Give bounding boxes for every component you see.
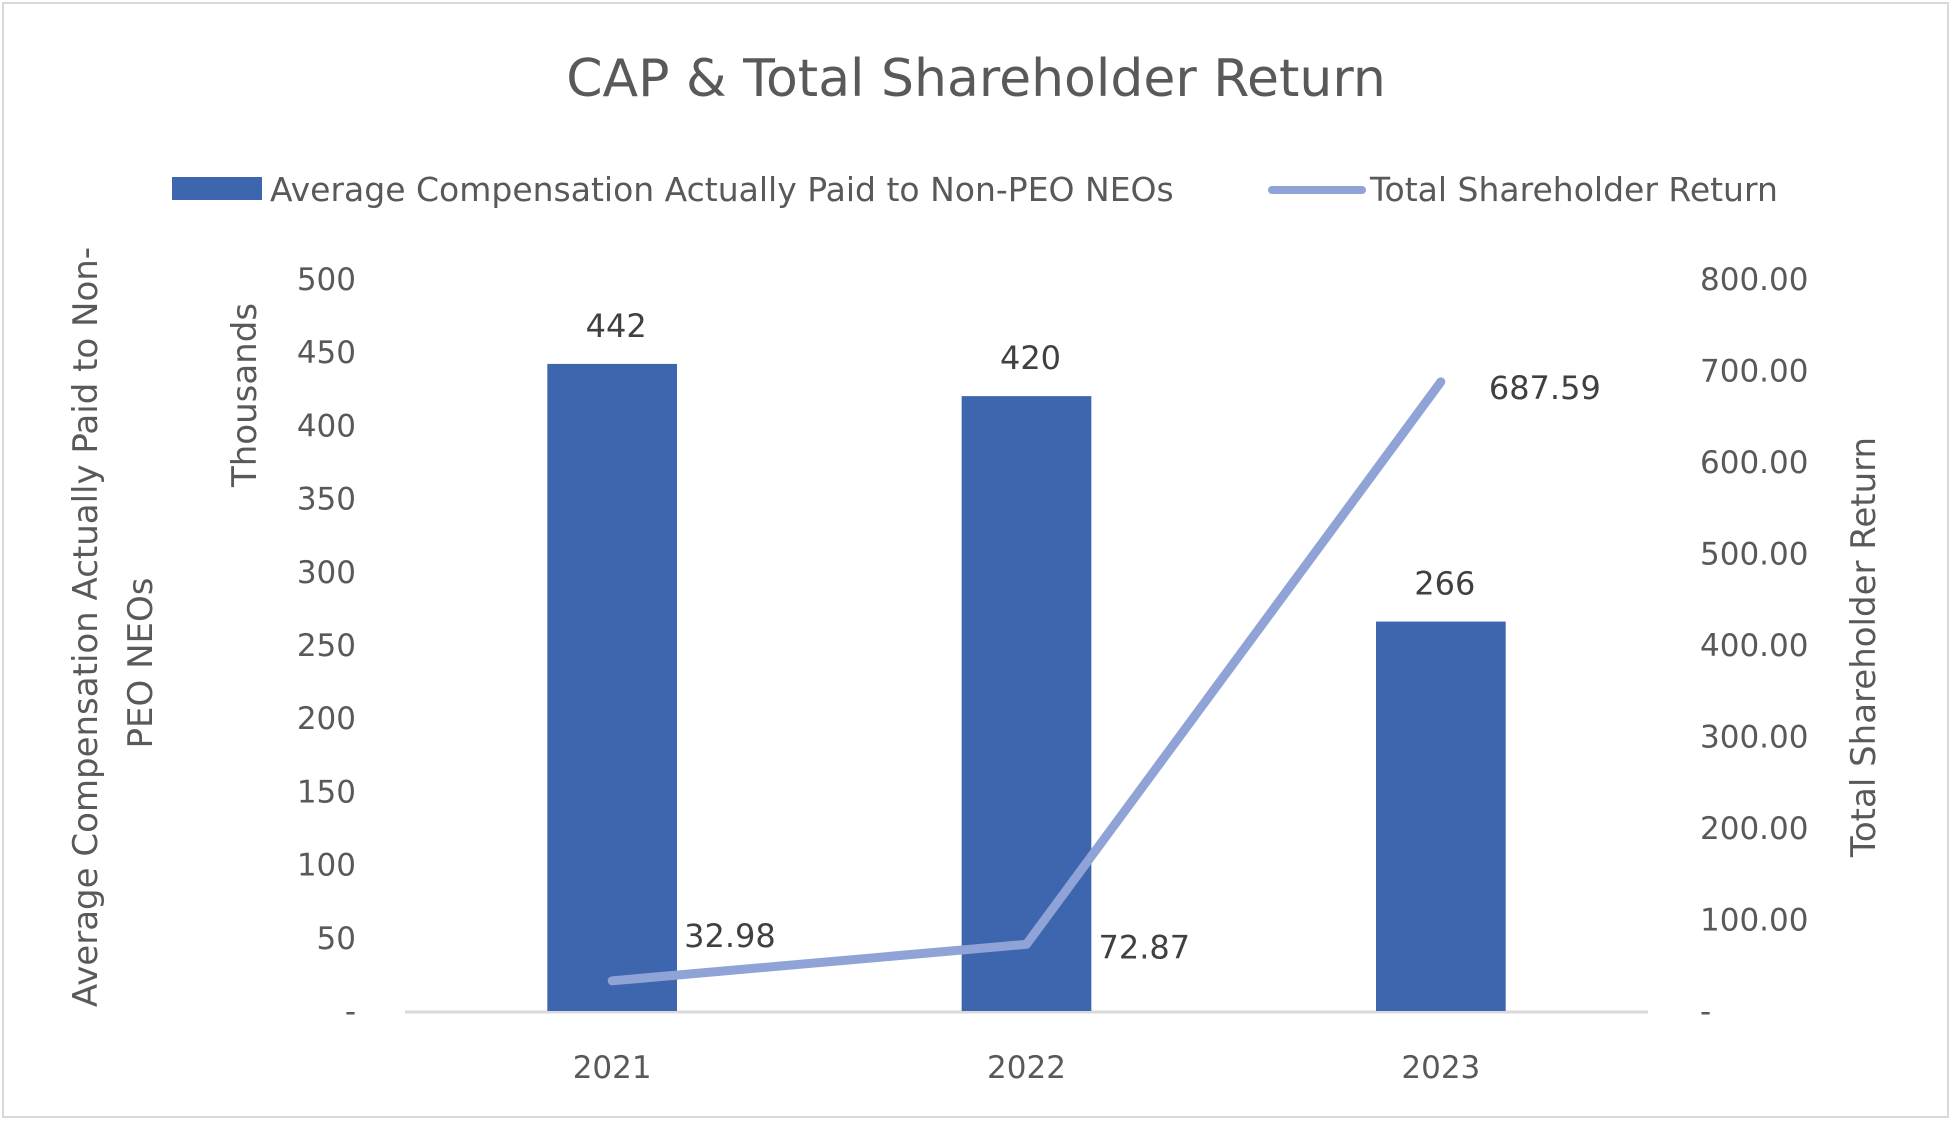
- right-tick-label: 400.00: [1700, 628, 1808, 664]
- bar-2021: [547, 363, 678, 1011]
- left-tick-label: 450: [297, 335, 356, 371]
- x-axis-ticks: 2021 2022 2023: [573, 1050, 1481, 1086]
- left-axis-ticks: - 50 100 150 200 250 300 350 400 450 500: [297, 262, 356, 1030]
- left-tick-label: 200: [297, 701, 356, 737]
- legend-label-compensation: Average Compensation Actually Paid to No…: [270, 170, 1174, 209]
- left-tick-label: 350: [297, 482, 356, 518]
- line-data-labels: 32.98 72.87 687.59: [684, 369, 1601, 966]
- left-tick-label: 300: [297, 555, 356, 591]
- left-tick-label: 400: [297, 408, 356, 444]
- right-tick-label: 600.00: [1700, 445, 1808, 481]
- bar-data-labels: 442 420 266: [586, 307, 1476, 603]
- left-tick-label: 50: [317, 921, 356, 957]
- legend-label-tsr: Total Shareholder Return: [1369, 170, 1778, 209]
- bar-data-label: 266: [1414, 565, 1475, 603]
- left-axis-title-line1: Average Compensation Actually Paid to No…: [66, 247, 106, 1007]
- right-tick-label: 800.00: [1700, 262, 1808, 298]
- left-tick-label: 250: [297, 628, 356, 664]
- right-tick-label: 300.00: [1700, 720, 1808, 756]
- bar-data-label: 442: [586, 307, 647, 345]
- right-tick-label: 200.00: [1700, 811, 1808, 847]
- bar-2022: [961, 396, 1092, 1011]
- right-axis-ticks: - 100.00 200.00 300.00 400.00 500.00 600.00 700…: [1700, 262, 1808, 1030]
- left-tick-label: -: [345, 994, 356, 1030]
- legend: Average Compensation Actually Paid to No…: [172, 170, 1778, 209]
- right-tick-label: -: [1700, 994, 1711, 1030]
- bar-2023: [1375, 621, 1506, 1011]
- left-axis-units-label: Thousands: [225, 303, 265, 488]
- x-tick-label: 2022: [987, 1050, 1066, 1086]
- right-tick-label: 700.00: [1700, 354, 1808, 390]
- x-tick-label: 2021: [573, 1050, 652, 1086]
- bar-series: [547, 363, 1506, 1011]
- line-data-label: 72.87: [1099, 928, 1191, 966]
- left-tick-label: 500: [297, 262, 356, 298]
- legend-swatch-compensation: [172, 177, 262, 200]
- line-series: [607, 377, 1446, 986]
- right-tick-label: 500.00: [1700, 537, 1808, 573]
- left-axis-title: Average Compensation Actually Paid to No…: [66, 247, 161, 1007]
- right-axis-title: Total Shareholder Return: [1844, 437, 1884, 858]
- right-tick-label: 100.00: [1700, 903, 1808, 939]
- left-axis-title-line2: PEO NEOs: [121, 578, 161, 749]
- chart-title: CAP & Total Shareholder Return: [566, 49, 1386, 109]
- left-tick-label: 100: [297, 848, 356, 884]
- line-data-label: 687.59: [1489, 369, 1601, 407]
- left-tick-label: 150: [297, 774, 356, 810]
- bar-data-label: 420: [1000, 339, 1061, 377]
- x-tick-label: 2023: [1401, 1050, 1480, 1086]
- line-data-label: 32.98: [684, 917, 776, 955]
